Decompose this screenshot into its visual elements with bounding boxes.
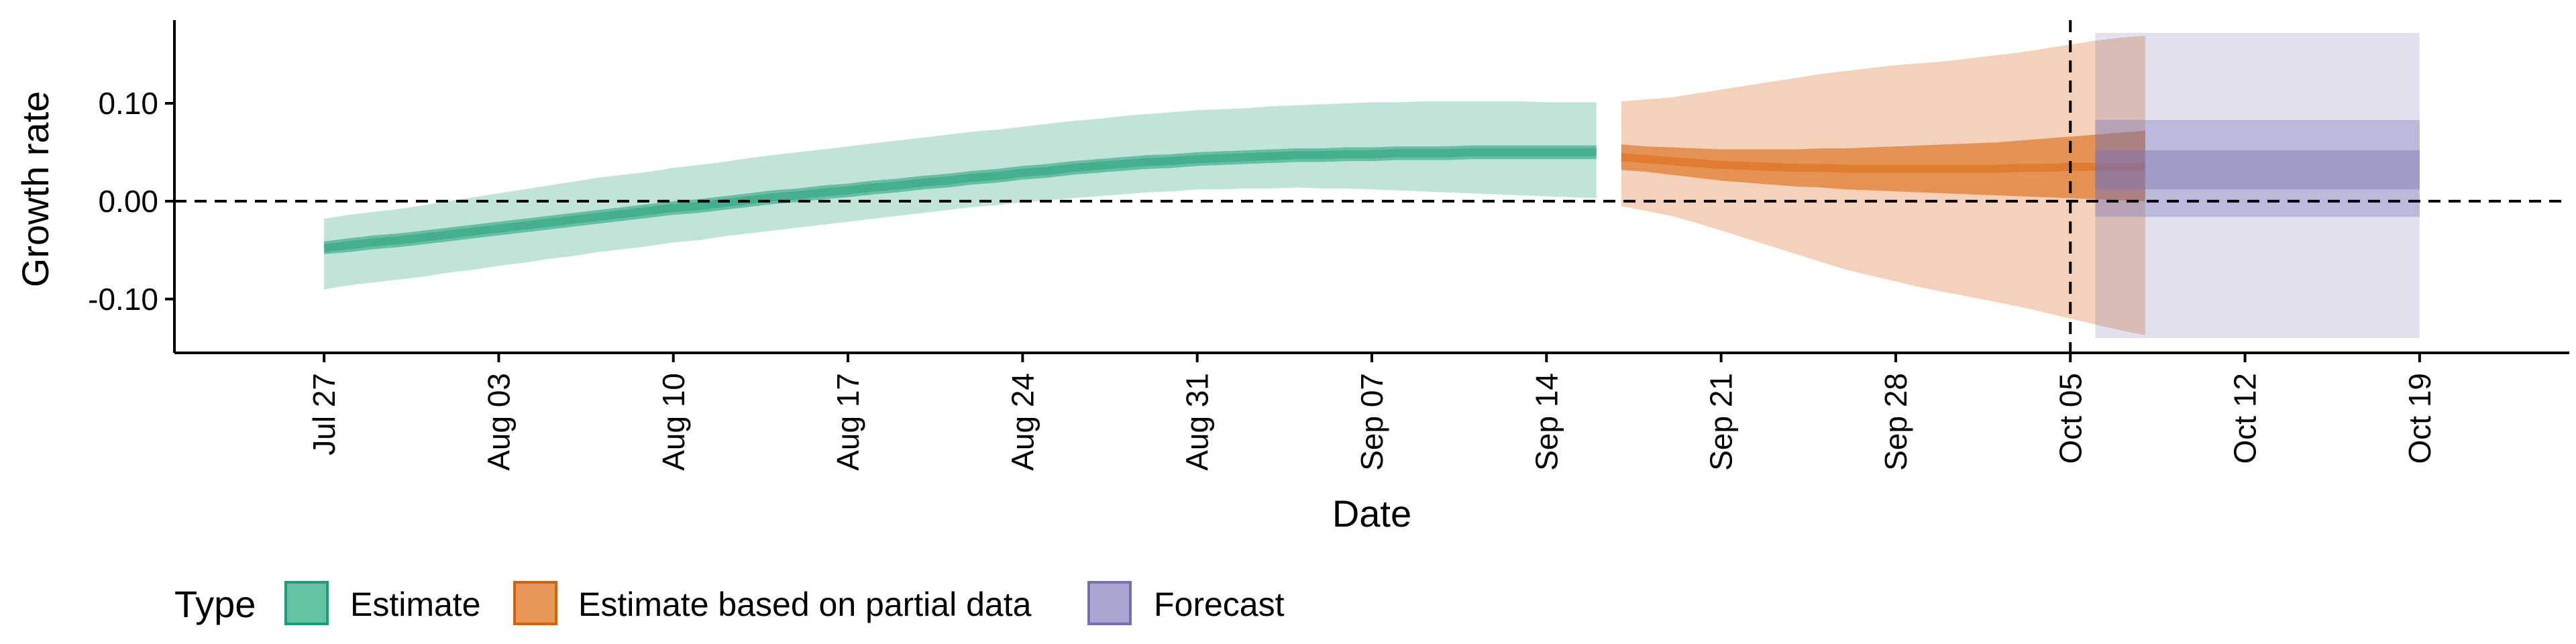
- x-tick-label: Jul 27: [307, 373, 341, 455]
- legend-item-forecast: Forecast: [1087, 581, 1285, 625]
- x-tick-label: Sep 14: [1529, 373, 1564, 471]
- legend-key-partial: [513, 581, 557, 625]
- y-axis-ticks: -0.10 0.00 0.10: [88, 86, 174, 317]
- x-tick-label: Oct 19: [2402, 373, 2437, 464]
- legend-item-partial: Estimate based on partial data: [513, 581, 1032, 625]
- plot-area: [174, 20, 2569, 353]
- x-tick-label: Oct 05: [2053, 373, 2088, 464]
- x-tick-label: Aug 10: [656, 373, 691, 471]
- y-tick-label: 0.00: [98, 184, 158, 219]
- legend-label-estimate: Estimate: [350, 586, 481, 623]
- forecast-inner-band: [2095, 150, 2420, 190]
- y-axis-title: Growth rate: [14, 91, 56, 288]
- legend-key-estimate: [284, 581, 329, 625]
- x-tick-label: Sep 28: [1878, 373, 1913, 471]
- x-tick-label: Aug 17: [830, 373, 865, 471]
- legend-item-estimate: Estimate: [284, 581, 481, 625]
- x-tick-label: Sep 07: [1354, 373, 1389, 471]
- x-tick-label: Oct 12: [2228, 373, 2263, 464]
- y-tick-label: 0.10: [98, 86, 158, 121]
- estimate-median-line: [323, 148, 1597, 252]
- x-axis-ticks: Jul 27 Aug 03 Aug 10 Aug 17 Aug 24 Aug 31 Sep …: [307, 353, 2437, 471]
- x-tick-label: Aug 24: [1005, 373, 1040, 471]
- legend-label-partial: Estimate based on partial data: [578, 586, 1032, 623]
- estimate-inner-band: [324, 145, 1597, 254]
- x-axis-title: Date: [1332, 492, 1411, 535]
- x-tick-label: Sep 21: [1704, 373, 1739, 471]
- legend-title: Type: [174, 583, 256, 625]
- legend-key-forecast: [1087, 581, 1132, 625]
- legend-label-forecast: Forecast: [1154, 586, 1285, 623]
- partial-median-line: [1621, 153, 2145, 173]
- x-tick-label: Aug 31: [1180, 373, 1215, 471]
- y-tick-label: -0.10: [88, 282, 158, 317]
- partial-inner-band: [1621, 130, 2145, 201]
- legend: Type Estimate Estimate based on partial …: [174, 581, 1285, 625]
- forecast-outer-band: [2095, 32, 2420, 339]
- x-tick-label: Aug 03: [481, 373, 516, 471]
- estimate-outer-band: [324, 101, 1597, 290]
